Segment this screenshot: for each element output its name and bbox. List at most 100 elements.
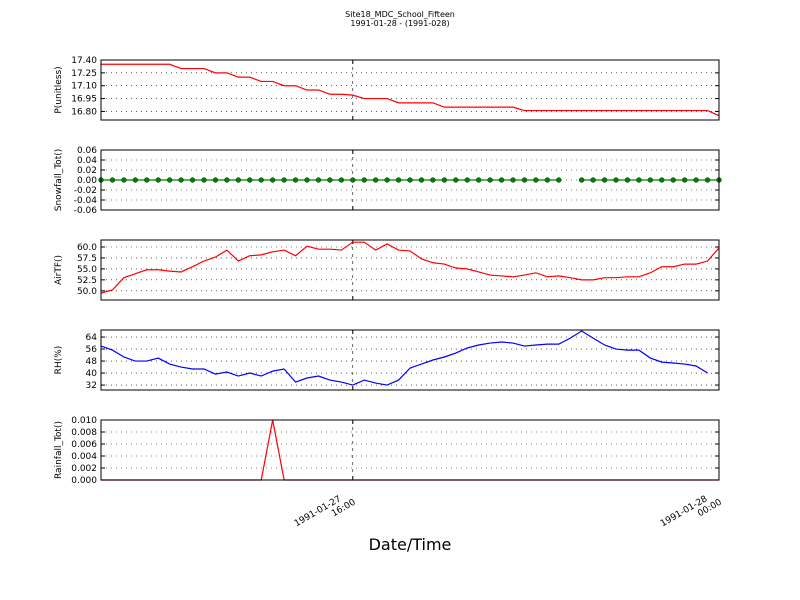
y-tick-label: 32 [86,381,97,391]
y-tick-label: 57.5 [77,254,97,264]
data-point [395,177,402,183]
data-point [327,177,333,183]
y-tick-label: 55.0 [77,265,97,275]
y-tick-label: 0.010 [71,416,97,426]
plot-frame [100,239,720,301]
y-tick-label: 16.80 [71,107,97,117]
data-point [498,177,505,183]
data-point [659,177,665,183]
data-point [292,177,299,183]
data-point [258,177,264,183]
y-tick-label: 48 [86,357,98,367]
data-point [418,177,425,183]
y-tick-label: 40 [86,369,98,379]
y-axis-label: P(unitless) [54,66,64,113]
data-point [270,177,276,183]
data-point [407,177,413,183]
data-point [361,177,367,183]
data-point [109,177,116,183]
y-tick-label: 0.04 [77,156,97,166]
data-point [441,177,447,183]
data-point [430,177,436,183]
x-tick-label: 1991-01-28 00:00 [659,489,724,538]
data-point [647,177,653,183]
y-tick-label: 64 [86,333,98,343]
y-tick-label: 0.000 [71,476,97,486]
y-tick-label: 0.004 [71,452,97,462]
y-tick-label: 17.40 [71,56,97,66]
data-point [464,177,470,183]
data-point [167,177,173,183]
x-axis-label: Date/Time [369,535,452,554]
data-point [487,177,493,183]
data-point [201,177,207,183]
chart-subtitle: 1991-01-28 - (1991-028) [350,19,449,28]
data-point [556,177,562,183]
x-tick-label: 1991-01-27 16:00 [293,489,358,538]
data-point [613,177,619,183]
data-line [100,330,708,386]
data-point [178,177,184,183]
y-tick-label: 0.008 [71,428,97,438]
data-point [224,177,230,183]
data-point [189,177,196,183]
data-point [281,177,287,183]
y-axis-label: AirTF() [54,255,64,285]
data-point [476,177,482,183]
x-tick-label-group: 1991-01-28 00:00 [659,489,724,538]
data-line [101,419,719,481]
plot-frame [100,419,720,481]
plot-frame [100,329,720,391]
y-tick-label: -0.06 [74,206,98,216]
data-point [453,177,459,183]
data-point [373,177,379,183]
y-axis-label: Rainfall_Tot() [54,421,64,479]
data-point [579,177,585,183]
plot-frame [100,59,720,121]
data-point [304,177,310,183]
data-point [338,177,344,183]
data-point [247,177,253,183]
y-tick-label: 0.06 [77,146,97,156]
y-tick-label: 50.0 [77,287,97,297]
data-point [636,177,642,183]
y-tick-label: 52.5 [77,276,97,286]
y-tick-label: -0.02 [74,186,97,196]
plot-frame [100,149,720,211]
y-tick-label: 56 [86,345,98,355]
data-line [100,241,720,294]
data-point [682,177,688,183]
data-point [533,177,539,183]
data-point [155,177,161,183]
y-tick-label: 0.006 [71,440,97,450]
data-point [212,177,219,183]
data-point [601,177,608,183]
data-point [144,177,150,183]
y-axis-label: Snowfall_Tot() [54,149,64,212]
y-tick-label: 0.002 [71,464,97,474]
data-point [315,177,322,183]
data-point [590,177,596,183]
data-point [693,177,699,183]
data-point [235,177,241,183]
y-tick-label: 60.0 [77,243,97,253]
chart-title: Site18_MDC_School_Fifteen [345,10,455,19]
data-point [704,177,711,183]
y-tick-label: 17.25 [71,69,97,79]
data-point [624,177,631,183]
data-point [384,177,390,183]
x-tick-label-group: 1991-01-27 16:00 [293,489,358,538]
data-point [544,177,550,183]
y-tick-label: 16.95 [71,95,97,105]
data-line [101,63,720,117]
y-tick-label: 0.02 [77,166,97,176]
data-point [521,177,528,183]
y-axis-label: RH(%) [54,346,64,375]
data-point [350,177,356,183]
data-point [121,177,127,183]
data-point [510,177,516,183]
y-tick-label: 0.00 [77,176,97,186]
y-tick-label: -0.04 [74,196,98,206]
y-tick-label: 17.10 [71,82,97,92]
